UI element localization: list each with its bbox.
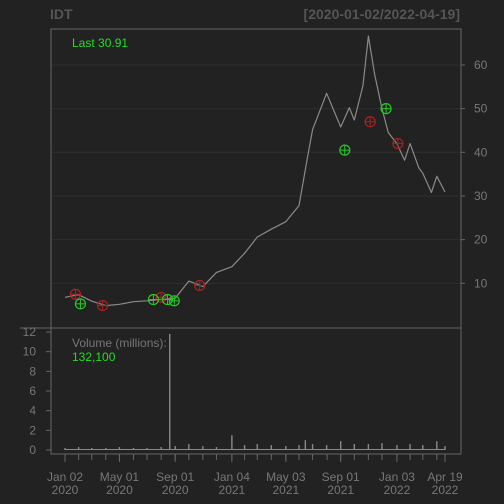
volume-y-tick-label: 12 (23, 325, 37, 339)
price-gridlines (52, 64, 460, 284)
buy-signal-marker (339, 144, 351, 156)
price-y-axis: 10 20 30 40 50 60 (461, 58, 488, 290)
x-tick-label: Sep 01 (322, 470, 360, 484)
volume-y-tick-label: 6 (29, 384, 36, 398)
sell-signal-marker (392, 137, 404, 150)
x-tick-year: 2021 (219, 483, 246, 497)
price-y-tick-label: 60 (474, 58, 488, 72)
price-y-tick-label: 20 (474, 233, 488, 247)
x-tick-year: 2020 (52, 483, 79, 497)
x-tick-label: Sep 01 (156, 470, 194, 484)
x-tick-year: 2020 (162, 483, 189, 497)
trade-signals (69, 103, 404, 312)
buy-signal-marker (74, 298, 87, 310)
sell-signal-marker (155, 291, 167, 303)
x-tick-year: 2021 (272, 483, 299, 497)
x-tick-label: Jan 02 (47, 470, 83, 484)
volume-y-axis: 0 2 4 6 8 10 12 (23, 325, 51, 457)
x-tick-year: 2020 (106, 483, 133, 497)
volume-last-value: 132,100 (72, 350, 116, 364)
x-tick-label: May 03 (266, 470, 306, 484)
volume-y-tick-label: 8 (29, 364, 36, 378)
sell-signal-marker (364, 116, 376, 128)
price-series (64, 35, 446, 307)
volume-y-tick-label: 0 (29, 443, 36, 457)
buy-signal-marker (147, 293, 160, 306)
volume-bars (64, 333, 446, 450)
last-price-label: Last 30.91 (72, 36, 128, 50)
price-y-tick-label: 10 (474, 276, 488, 290)
volume-label: Volume (millions): (72, 336, 167, 350)
sell-signal-marker (194, 279, 206, 292)
x-tick-year: 2022 (384, 483, 411, 497)
x-tick-label: Jan 04 (214, 470, 250, 484)
sell-signal-marker (69, 288, 82, 300)
symbol-title: IDT (50, 6, 73, 22)
date-range-title: [2020-01-02/2022-04-19] (304, 6, 460, 22)
volume-y-tick-label: 2 (29, 423, 36, 437)
x-tick-label: May 01 (100, 470, 140, 484)
x-tick-year: 2021 (327, 483, 354, 497)
x-tick-year: 2022 (432, 483, 459, 497)
price-y-tick-label: 50 (474, 102, 488, 116)
buy-signal-marker (168, 295, 180, 307)
buy-signal-marker (380, 103, 392, 115)
x-tick-label: Apr 19 (427, 470, 463, 484)
volume-y-tick-label: 10 (23, 345, 37, 359)
price-y-tick-label: 30 (474, 189, 488, 203)
buy-signal-marker (161, 293, 174, 306)
price-y-tick-label: 40 (474, 145, 488, 159)
volume-y-tick-label: 4 (29, 404, 36, 418)
price-line (64, 35, 446, 307)
sell-signal-marker (97, 299, 109, 312)
x-tick-label: Jan 03 (379, 470, 415, 484)
